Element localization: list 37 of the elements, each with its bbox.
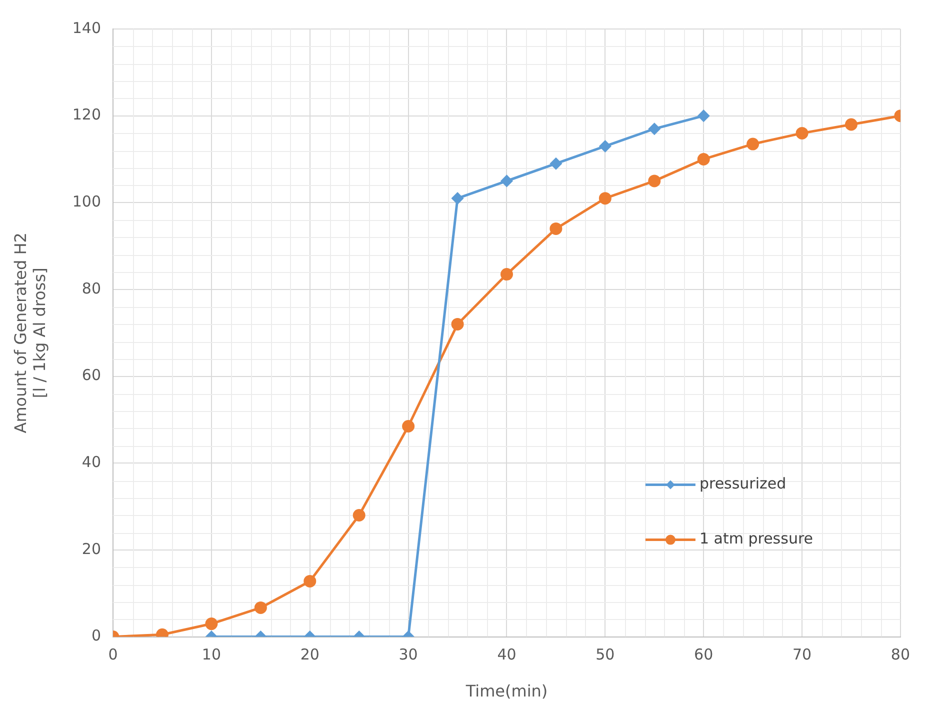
legend-label: pressurized [699, 474, 786, 493]
x-tick-label: 40 [497, 646, 516, 664]
point [500, 175, 512, 187]
y-tick-label: 20 [82, 540, 102, 558]
y-tick-label: 100 [72, 192, 102, 211]
point [648, 174, 661, 188]
x-tick-label: 80 [890, 646, 910, 664]
point [598, 192, 612, 205]
point [697, 152, 710, 166]
legend-label: 1 atm pressure [699, 530, 814, 548]
point [844, 118, 858, 131]
x-tick-label: 50 [596, 646, 615, 664]
point [648, 123, 660, 135]
point [796, 126, 808, 140]
y-tick-label: 0 [91, 626, 102, 645]
point [698, 110, 710, 122]
y-tick-label: 120 [72, 106, 102, 124]
x-axis-title: Time(min) [464, 682, 548, 701]
point [550, 222, 562, 235]
point [451, 318, 464, 330]
y-tick-label: 140 [72, 18, 102, 37]
point [746, 138, 760, 150]
y-tick-label: 60 [82, 366, 102, 384]
y-tick-label: 80 [82, 279, 102, 298]
point [550, 158, 562, 170]
point [500, 268, 513, 281]
x-tick-label: 0 [108, 646, 118, 664]
y-axis-title: Amount of Generated H2 [l / 1kg Al dross] [10, 232, 49, 434]
x-tick-label: 70 [792, 646, 812, 664]
point [452, 192, 464, 204]
x-tick-label: 30 [398, 646, 418, 664]
x-tick-label: 60 [694, 646, 714, 664]
y-tick-label: 40 [82, 453, 102, 472]
x-tick-label: 10 [202, 646, 222, 664]
point [599, 140, 611, 152]
x-tick-label: 20 [300, 646, 320, 664]
point [402, 420, 415, 432]
